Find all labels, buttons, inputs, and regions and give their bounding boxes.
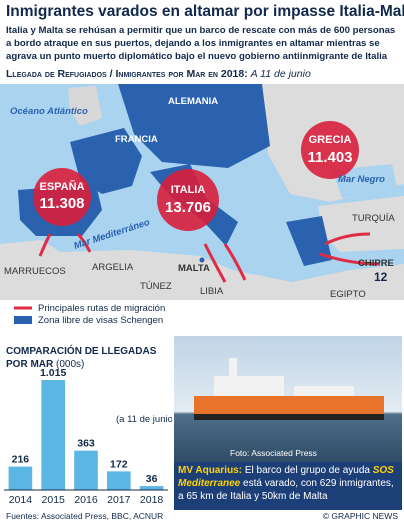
bar (139, 486, 164, 490)
chart-heading: COMPARACIÓN DE LLEGADAS POR MAR (000s) (6, 345, 166, 371)
ship (194, 358, 384, 420)
sea-label: Mar Negro (338, 174, 385, 185)
x-tick-label: 2017 (107, 494, 131, 506)
photo-credit: Foto: Associated Press (230, 448, 317, 458)
deck (294, 386, 354, 396)
superstructure (214, 376, 284, 396)
country-label: EGIPTO (330, 289, 366, 300)
heading: Llegada de Refugiados / Inmigrantes por … (6, 68, 248, 80)
x-tick-label: 2015 (42, 494, 66, 506)
photo-caption: MV Aquarius: El barco del grupo de ayuda… (174, 462, 402, 510)
legend-label: Principales rutas de migración (38, 303, 165, 314)
route (38, 233, 52, 257)
country-label: LIBIA (200, 286, 224, 297)
routes (38, 232, 381, 283)
caption-lead: MV Aquarius: (178, 465, 243, 476)
route (324, 232, 371, 246)
country-label: ALEMANIA (168, 96, 218, 107)
country-label: TÚNEZ (140, 281, 172, 292)
value-label: 216 (12, 454, 30, 466)
value-label: 36 (146, 473, 158, 485)
country-label: TURQUÍA (352, 213, 395, 224)
bar-chart: (a 11 de junio) 216 2014 1.015 2015 363 2016 1… (4, 367, 172, 506)
x-tick-label: 2016 (74, 494, 98, 506)
country-label: MARRUECOS (4, 266, 66, 277)
chart-title: COMPARACIÓN DE LLEGADAS POR MAR (6, 346, 157, 370)
bar (41, 380, 66, 490)
caption-text: está varado, con 629 inmigrantes, a 65 k… (178, 478, 394, 502)
bubble-value: 13.706 (165, 199, 211, 216)
credit: © GRAPHIC NEWS (322, 511, 398, 521)
country-label: FRANCIA (115, 134, 158, 145)
bubble-country: ITALIA (171, 184, 206, 196)
bubble (301, 121, 359, 179)
map-heading: Llegada de Refugiados / Inmigrantes por … (6, 68, 311, 80)
bubble (157, 169, 219, 231)
photo: Foto: Associated Press (174, 336, 402, 462)
bar (74, 450, 98, 490)
ocean-label: Océano Atlántico (10, 106, 88, 117)
bubble-country: ESPAÑA (39, 180, 84, 193)
bubble-value: 11.403 (307, 149, 352, 166)
schengen-central (118, 84, 270, 168)
route (76, 233, 92, 253)
annotation: (a 11 de junio) (116, 414, 172, 425)
chart-subtitle: (000s) (56, 359, 85, 370)
waterline (194, 414, 384, 420)
title: Inmigrantes varados en altamar por impas… (6, 3, 404, 20)
value-label: 172 (110, 458, 128, 470)
caption-text: El barco del grupo de ayuda (244, 465, 370, 476)
black-sea (332, 164, 398, 198)
bubble-value: 11.308 (39, 195, 84, 212)
bar (106, 471, 131, 490)
value-label: 1.015 (40, 367, 66, 379)
country-label: CHIPRE (358, 258, 394, 269)
hull (194, 396, 384, 418)
route (223, 243, 247, 281)
heading-note: A 11 de junio (250, 68, 311, 80)
legend-schengen (14, 316, 32, 324)
country-label: MALTA (178, 263, 210, 274)
map: ESPAÑA 11.308 ITALIA 13.706 GRECIA 11.40… (0, 84, 404, 326)
route (203, 243, 227, 283)
uk (68, 86, 102, 126)
caption-em: SOS Mediterranee (178, 465, 394, 489)
cyprus (365, 277, 371, 283)
bubble (33, 168, 91, 226)
bubbles (33, 121, 359, 231)
subtitle: Italia y Malta se rehúsan a permitir que… (6, 25, 396, 62)
value-label: 363 (77, 438, 95, 450)
mast (229, 358, 237, 378)
cyprus-value: 12 (374, 270, 388, 284)
bubble-country: GRECIA (309, 134, 352, 146)
route (319, 252, 381, 266)
country-label: ARGELIA (92, 262, 134, 273)
legend-label: Zona libre de visas Schengen (38, 315, 163, 326)
x-tick-label: 2018 (140, 494, 164, 506)
x-tick-label: 2014 (9, 494, 33, 506)
legend-bg (0, 300, 404, 326)
malta (199, 257, 205, 263)
schengen-france (70, 128, 142, 194)
sources: Fuentes: Associated Press, BBC, ACNUR (6, 511, 164, 521)
bar (8, 466, 33, 490)
africa (0, 240, 404, 300)
